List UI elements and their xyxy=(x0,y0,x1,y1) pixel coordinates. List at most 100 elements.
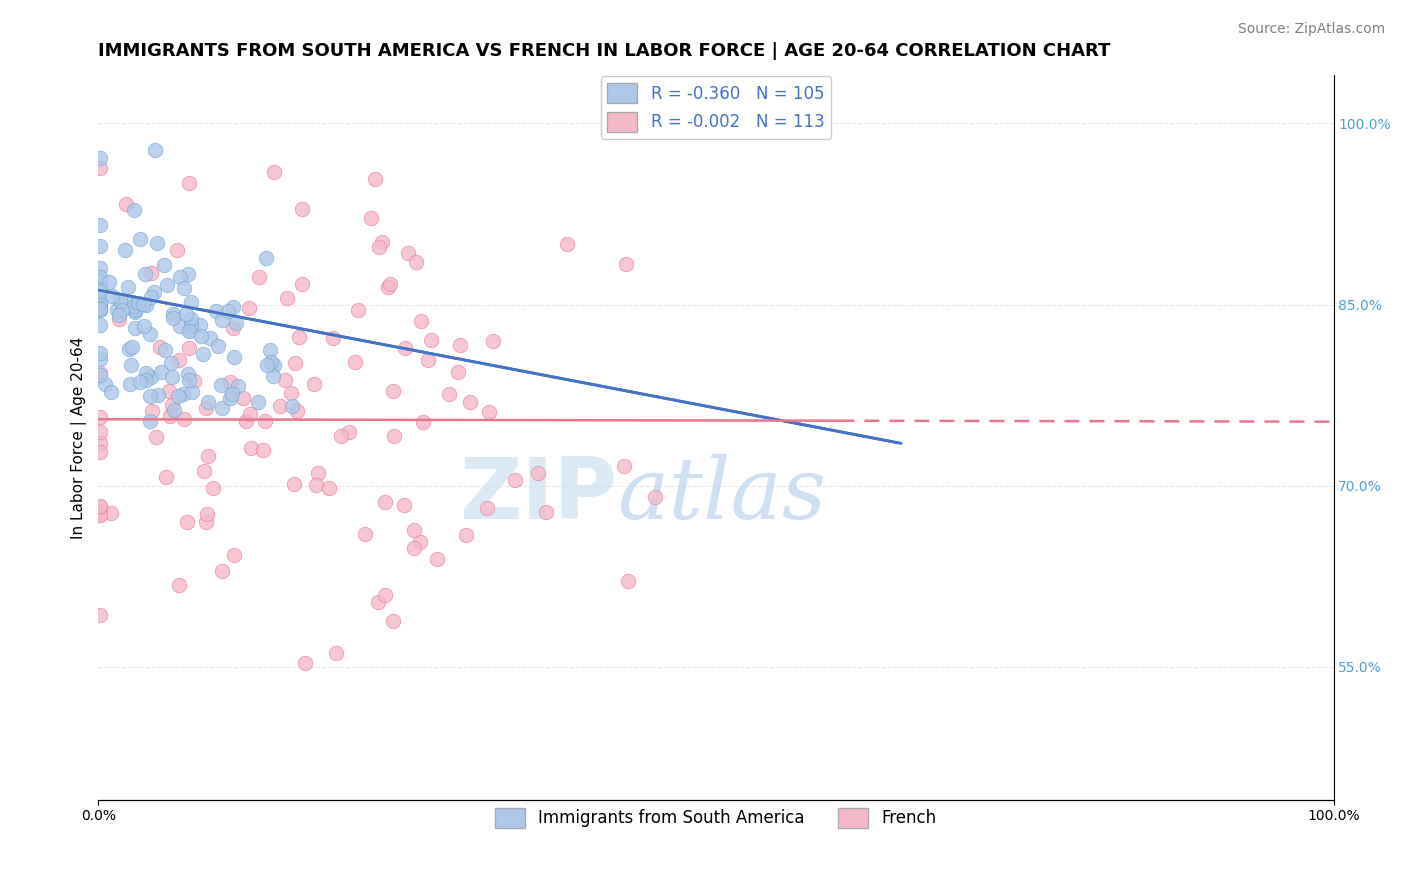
Point xyxy=(93,377,115,392)
Text: ZIP: ZIP xyxy=(460,454,617,537)
Point xyxy=(166,243,188,257)
Point xyxy=(89,318,111,332)
Point xyxy=(89,425,111,439)
Point xyxy=(617,574,640,589)
Point xyxy=(89,608,111,623)
Point xyxy=(120,359,142,373)
Point xyxy=(89,500,111,514)
Point xyxy=(240,441,263,455)
Point xyxy=(173,281,195,295)
Point xyxy=(412,415,434,429)
Point xyxy=(180,295,202,310)
Point xyxy=(183,374,205,388)
Point xyxy=(194,515,217,529)
Point xyxy=(169,269,191,284)
Point xyxy=(89,297,111,311)
Point xyxy=(117,280,139,294)
Point xyxy=(191,347,214,361)
Point xyxy=(280,385,302,400)
Point xyxy=(274,373,297,387)
Point xyxy=(122,300,145,314)
Point xyxy=(139,370,162,384)
Text: IMMIGRANTS FROM SOUTH AMERICA VS FRENCH IN LABOR FORCE | AGE 20-64 CORRELATION C: IMMIGRANTS FROM SOUTH AMERICA VS FRENCH … xyxy=(98,42,1111,60)
Point xyxy=(177,324,200,338)
Point xyxy=(176,307,198,321)
Point xyxy=(89,508,111,523)
Point xyxy=(89,269,111,284)
Point xyxy=(169,319,191,334)
Point xyxy=(200,331,222,345)
Point xyxy=(263,165,285,179)
Point xyxy=(124,302,146,317)
Point xyxy=(101,289,124,303)
Point xyxy=(89,368,111,382)
Point xyxy=(225,316,247,330)
Point xyxy=(156,278,179,293)
Point xyxy=(128,375,150,389)
Point xyxy=(294,656,316,670)
Point xyxy=(89,300,111,314)
Point xyxy=(254,251,277,265)
Point xyxy=(218,391,240,405)
Point xyxy=(382,429,405,443)
Point xyxy=(89,445,111,459)
Point xyxy=(291,277,314,291)
Text: Source: ZipAtlas.com: Source: ZipAtlas.com xyxy=(1237,22,1385,37)
Point xyxy=(162,398,184,412)
Point xyxy=(454,528,477,542)
Point xyxy=(180,318,202,333)
Point xyxy=(180,384,202,399)
Point xyxy=(238,301,260,315)
Point xyxy=(337,425,360,439)
Point xyxy=(644,491,666,505)
Point xyxy=(167,389,190,403)
Point xyxy=(145,430,167,444)
Point xyxy=(219,375,242,389)
Point xyxy=(89,286,111,301)
Point xyxy=(503,473,526,487)
Point xyxy=(160,356,183,370)
Point xyxy=(262,368,284,383)
Point xyxy=(555,236,578,251)
Point xyxy=(114,294,136,309)
Point xyxy=(247,270,270,285)
Point xyxy=(221,300,243,314)
Point xyxy=(89,239,111,253)
Point xyxy=(263,358,285,372)
Point xyxy=(108,312,131,326)
Point xyxy=(177,373,200,387)
Point xyxy=(247,394,270,409)
Point xyxy=(141,290,163,304)
Point xyxy=(172,387,194,401)
Point xyxy=(120,377,142,392)
Point xyxy=(475,501,498,516)
Y-axis label: In Labor Force | Age 20-64: In Labor Force | Age 20-64 xyxy=(72,336,87,539)
Point xyxy=(118,342,141,356)
Point xyxy=(307,467,329,481)
Point xyxy=(89,260,111,275)
Point xyxy=(143,143,166,157)
Point xyxy=(162,311,184,326)
Point xyxy=(353,527,375,541)
Point xyxy=(132,318,155,333)
Point xyxy=(211,564,233,578)
Point xyxy=(155,343,177,357)
Point xyxy=(374,588,396,602)
Point xyxy=(124,301,146,316)
Point xyxy=(224,350,246,364)
Point xyxy=(142,285,165,300)
Point xyxy=(148,340,170,354)
Point xyxy=(304,478,326,492)
Point xyxy=(167,352,190,367)
Point xyxy=(176,267,198,281)
Point xyxy=(194,401,217,415)
Point xyxy=(129,232,152,246)
Point xyxy=(132,297,155,311)
Point xyxy=(135,297,157,311)
Point xyxy=(449,338,471,352)
Point xyxy=(211,378,233,392)
Point xyxy=(159,409,181,424)
Point xyxy=(284,356,307,370)
Point xyxy=(153,258,176,272)
Point xyxy=(177,341,200,355)
